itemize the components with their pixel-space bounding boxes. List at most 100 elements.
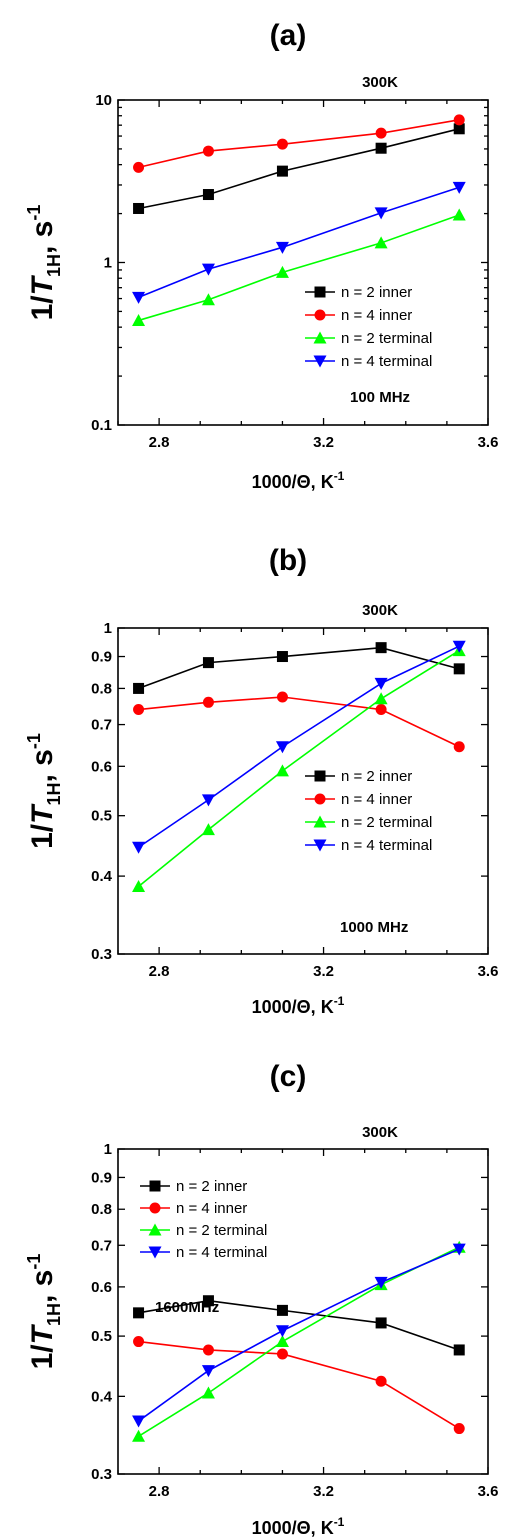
data-point bbox=[132, 291, 146, 304]
y-tick-label: 1 bbox=[104, 255, 112, 272]
legend-marker bbox=[313, 815, 327, 828]
data-point bbox=[276, 138, 288, 150]
series-line bbox=[138, 1246, 460, 1437]
data-point bbox=[374, 692, 388, 705]
x-axis-superscript: -1 bbox=[334, 1515, 345, 1529]
x-axis-label: 1000/Θ, K bbox=[252, 1518, 334, 1537]
data-point bbox=[276, 165, 288, 177]
plot-frame bbox=[117, 1148, 489, 1475]
panel-label: (b) bbox=[269, 544, 307, 577]
data-point bbox=[375, 142, 387, 154]
x-axis-title: 1000/Θ, K-1 bbox=[252, 994, 345, 1017]
data-point bbox=[201, 794, 215, 807]
temperature-note: 300K bbox=[362, 74, 398, 91]
y-axis-label-main: 1/ bbox=[26, 823, 59, 849]
legend-label: n = 4 inner bbox=[341, 307, 412, 324]
x-tick-label: 2.8 bbox=[149, 963, 170, 980]
data-point bbox=[276, 651, 288, 663]
legend-marker bbox=[314, 309, 326, 321]
data-point bbox=[275, 1335, 289, 1348]
plot-frame bbox=[117, 627, 489, 955]
y-tick-label: 0.6 bbox=[91, 1279, 112, 1296]
legend-label: n = 2 inner bbox=[341, 768, 412, 785]
data-point bbox=[275, 265, 289, 278]
y-axis-label-sub: 1H bbox=[44, 1303, 64, 1326]
data-point bbox=[375, 1375, 387, 1387]
y-axis-label-sup: -1 bbox=[24, 205, 44, 221]
data-point bbox=[133, 1307, 145, 1319]
plot-frame bbox=[117, 99, 489, 426]
series-line bbox=[138, 128, 460, 210]
legend-label: n = 2 terminal bbox=[341, 814, 432, 831]
data-point bbox=[202, 1295, 214, 1307]
y-tick-label: 0.6 bbox=[91, 758, 112, 775]
legend-label: n = 2 inner bbox=[341, 284, 412, 301]
y-tick-label: 1 bbox=[104, 1141, 112, 1158]
legend-marker bbox=[149, 1180, 161, 1192]
y-axis-label-sub: 1H bbox=[44, 783, 64, 806]
x-tick-label: 2.8 bbox=[149, 434, 170, 451]
data-point bbox=[452, 640, 466, 653]
y-axis-label-var: T bbox=[26, 1323, 59, 1344]
legend-marker bbox=[314, 770, 326, 782]
data-point bbox=[202, 696, 214, 708]
data-point bbox=[374, 236, 388, 249]
y-tick-label: 10 bbox=[95, 92, 112, 109]
legend-label: n = 4 inner bbox=[341, 791, 412, 808]
data-point bbox=[133, 161, 145, 173]
data-point bbox=[275, 241, 289, 254]
frequency-note: 1000 MHz bbox=[340, 919, 408, 936]
data-point bbox=[132, 1429, 146, 1442]
y-tick-label: 0.4 bbox=[91, 868, 113, 885]
data-point bbox=[202, 145, 214, 157]
x-tick-label: 2.8 bbox=[149, 1483, 170, 1500]
legend-marker bbox=[149, 1202, 161, 1214]
data-point bbox=[276, 1348, 288, 1360]
legend-marker bbox=[313, 839, 327, 852]
y-tick-label: 0.3 bbox=[91, 1466, 112, 1483]
data-point bbox=[375, 1317, 387, 1329]
x-axis-superscript: -1 bbox=[334, 994, 345, 1008]
x-tick-label: 3.2 bbox=[313, 1483, 334, 1500]
data-point bbox=[375, 642, 387, 654]
data-point bbox=[375, 704, 387, 716]
chart-panel-c: (c) 300K 2.8 3.2 3.6 0.3 0.4 0.5 0.6 0.7 0.8 0.9 1 10… bbox=[24, 1060, 499, 1537]
y-axis-label-var: T bbox=[26, 803, 59, 824]
data-point bbox=[202, 189, 214, 201]
legend-marker bbox=[313, 355, 327, 368]
series-line bbox=[138, 1248, 460, 1422]
y-axis-label-unit: , s bbox=[26, 1270, 59, 1303]
y-axis-label-unit: , s bbox=[26, 221, 59, 254]
series-line bbox=[138, 119, 460, 169]
y-axis-label-sup: -1 bbox=[24, 733, 44, 749]
y-axis-label-var: T bbox=[26, 274, 59, 295]
legend-marker bbox=[314, 286, 326, 298]
data-point bbox=[276, 691, 288, 703]
data-point bbox=[453, 663, 465, 675]
data-point bbox=[275, 1325, 289, 1338]
data-point bbox=[452, 208, 466, 221]
series-line bbox=[138, 214, 460, 322]
x-tick-label: 3.6 bbox=[478, 1483, 499, 1500]
y-tick-label: 0.7 bbox=[91, 717, 112, 734]
x-tick-label: 3.6 bbox=[478, 434, 499, 451]
y-tick-label: 0.8 bbox=[91, 680, 112, 697]
x-tick-label: 3.6 bbox=[478, 963, 499, 980]
legend-marker bbox=[148, 1223, 162, 1236]
y-tick-label: 0.5 bbox=[91, 808, 112, 825]
y-tick-label: 0.4 bbox=[91, 1388, 113, 1405]
panel-label: (a) bbox=[270, 19, 307, 52]
x-tick-label: 3.2 bbox=[313, 963, 334, 980]
y-tick-label: 0.7 bbox=[91, 1237, 112, 1254]
data-point bbox=[452, 181, 466, 194]
chart-panel-b: (b) 300K 2.8 3.2 3.6 0.3 0.4 0.5 0.6 0.7 0.8 0.9 1 10… bbox=[24, 544, 499, 1017]
series-line bbox=[138, 1340, 460, 1430]
legend-label: n = 4 terminal bbox=[341, 837, 432, 854]
data-point bbox=[201, 823, 215, 836]
x-axis-title: 1000/Θ, K-1 bbox=[252, 1515, 345, 1537]
temperature-note: 300K bbox=[362, 602, 398, 619]
data-point bbox=[132, 879, 146, 892]
data-point bbox=[133, 682, 145, 694]
data-point bbox=[275, 764, 289, 777]
